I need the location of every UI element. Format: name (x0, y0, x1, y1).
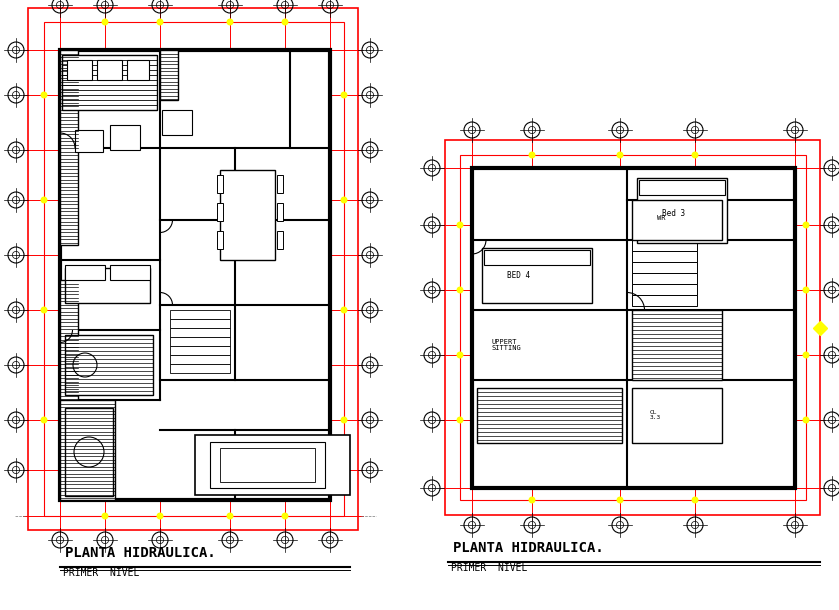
Bar (170, 337, 230, 346)
Circle shape (617, 151, 623, 159)
Bar (632, 284, 697, 295)
Bar (162, 110, 192, 135)
Circle shape (617, 497, 623, 503)
Text: PLANTA HIDRAULICA.: PLANTA HIDRAULICA. (453, 541, 604, 555)
Bar (220, 170, 275, 260)
Bar (632, 310, 722, 380)
Circle shape (691, 497, 699, 503)
Bar (632, 240, 697, 251)
Bar (472, 168, 795, 488)
Circle shape (102, 512, 108, 520)
Circle shape (282, 18, 289, 26)
Bar (217, 175, 223, 193)
Bar (127, 60, 149, 80)
Bar (277, 203, 283, 221)
Bar (445, 140, 820, 515)
Circle shape (802, 221, 810, 229)
Bar (110, 265, 150, 280)
Circle shape (341, 92, 347, 98)
Bar (637, 178, 727, 243)
Bar (220, 448, 315, 482)
Bar (60, 400, 115, 500)
Circle shape (102, 18, 108, 26)
Bar (170, 355, 230, 364)
Circle shape (157, 512, 164, 520)
Bar (65, 268, 150, 303)
Text: BED 4: BED 4 (507, 270, 530, 279)
Circle shape (40, 306, 48, 314)
Text: UPPERT
SITTING: UPPERT SITTING (492, 339, 522, 351)
Bar (277, 231, 283, 249)
Bar (632, 251, 697, 262)
Circle shape (341, 417, 347, 423)
Bar (67, 60, 92, 80)
Circle shape (456, 417, 463, 423)
Text: WR: WR (657, 215, 665, 221)
Circle shape (456, 351, 463, 359)
Bar (60, 50, 78, 245)
Circle shape (802, 287, 810, 293)
Bar (65, 335, 153, 395)
Circle shape (341, 196, 347, 204)
Bar (110, 125, 140, 150)
Bar (632, 200, 722, 240)
Bar (60, 50, 330, 500)
Circle shape (40, 417, 48, 423)
Text: PRIMER  NIVEL: PRIMER NIVEL (451, 563, 528, 573)
Bar (195, 435, 350, 495)
Bar (170, 310, 230, 319)
Bar (75, 130, 103, 152)
Circle shape (691, 151, 699, 159)
Bar (632, 262, 697, 273)
Circle shape (227, 512, 233, 520)
Bar (62, 55, 157, 110)
Bar (170, 319, 230, 328)
Text: CL
3.3: CL 3.3 (650, 409, 661, 420)
Circle shape (157, 18, 164, 26)
Bar (28, 8, 358, 530)
Bar (482, 248, 592, 303)
Text: Bed 3: Bed 3 (662, 209, 685, 218)
Circle shape (529, 151, 535, 159)
Circle shape (456, 221, 463, 229)
Circle shape (529, 497, 535, 503)
Circle shape (456, 287, 463, 293)
Circle shape (40, 92, 48, 98)
Bar (170, 346, 230, 355)
Bar (632, 273, 697, 284)
Bar (277, 175, 283, 193)
Bar (217, 231, 223, 249)
Circle shape (341, 306, 347, 314)
Bar (60, 280, 78, 400)
Circle shape (227, 18, 233, 26)
Bar (217, 203, 223, 221)
Circle shape (40, 196, 48, 204)
Circle shape (802, 417, 810, 423)
Bar (460, 155, 806, 500)
Bar (210, 442, 325, 488)
Text: PRIMER  NIVEL: PRIMER NIVEL (63, 568, 139, 578)
Bar (170, 328, 230, 337)
Bar (639, 180, 725, 195)
Bar (170, 364, 230, 373)
Bar (160, 50, 178, 100)
Circle shape (802, 351, 810, 359)
Bar (65, 265, 105, 280)
Bar (632, 388, 722, 443)
Bar (477, 388, 622, 443)
Bar (97, 60, 122, 80)
Text: PLANTA HIDRAULICA.: PLANTA HIDRAULICA. (65, 546, 216, 560)
Bar (484, 250, 590, 265)
Bar (65, 408, 113, 496)
Bar (632, 295, 697, 306)
Bar (44, 22, 344, 516)
Circle shape (282, 512, 289, 520)
